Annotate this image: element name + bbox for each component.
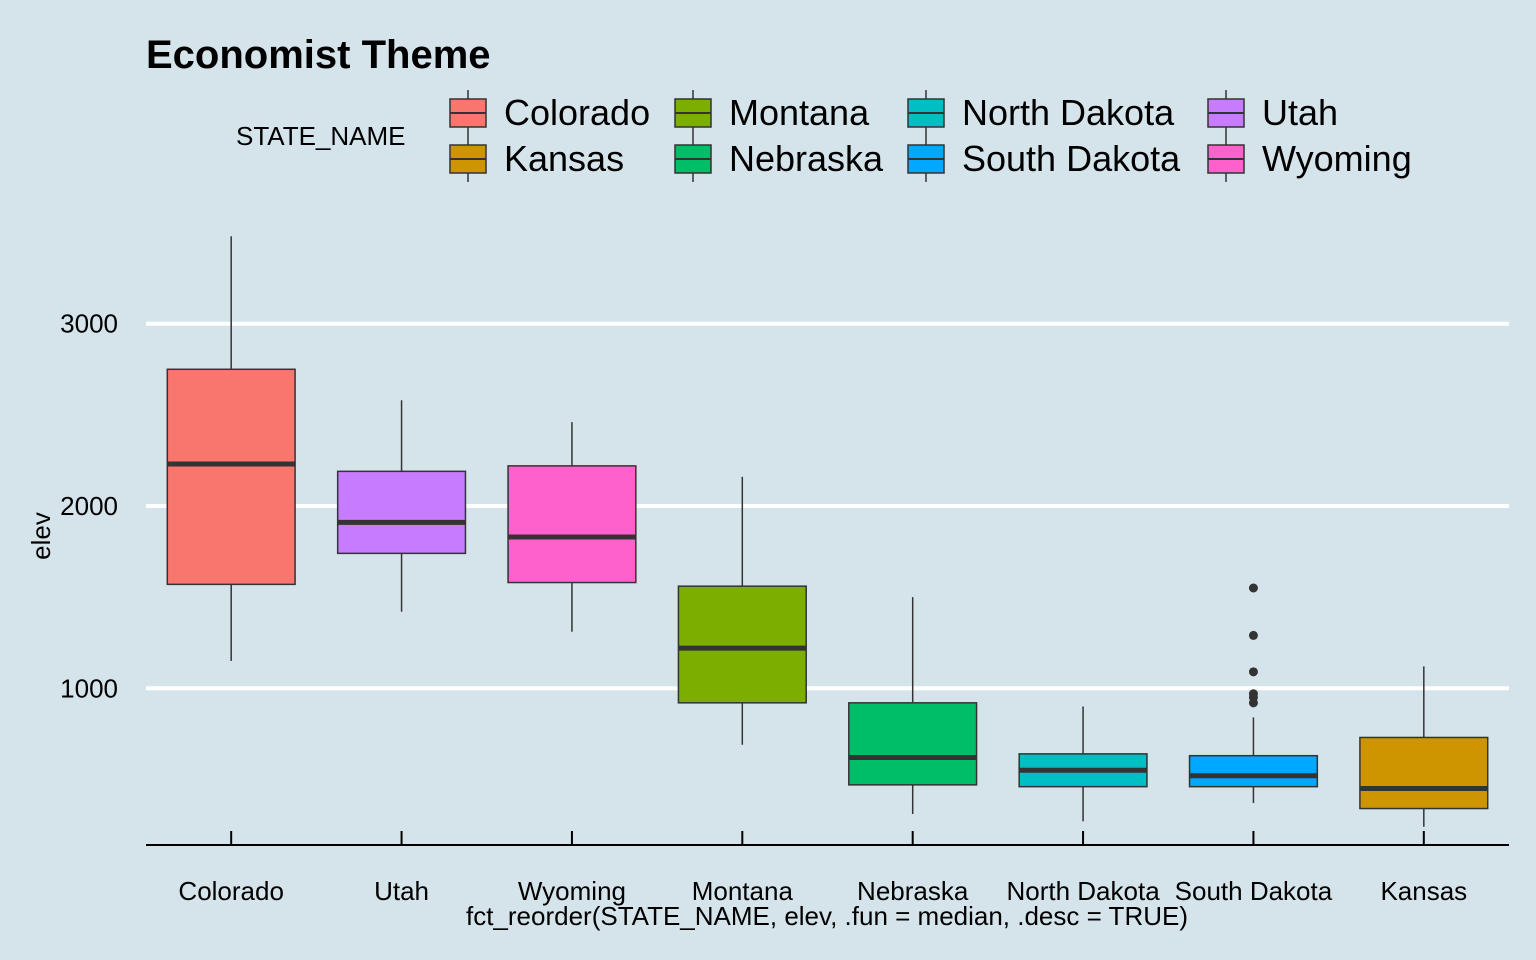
legend-label-nebraska: Nebraska (729, 138, 884, 179)
y-tick-label-1000: 1000 (60, 673, 118, 703)
grid: 1000 2000 3000 (60, 309, 1509, 703)
legend-title: STATE_NAME (236, 121, 406, 151)
chart-title: Economist Theme (146, 33, 491, 77)
outlier-south-dakota-3 (1248, 667, 1258, 677)
y-tick-label-3000: 3000 (60, 309, 118, 339)
legend-key-colorado (449, 90, 487, 136)
x-tick-label-colorado: Colorado (178, 876, 284, 906)
legend-key-kansas (449, 136, 487, 182)
box-body-wyoming (507, 465, 637, 584)
legend-key-north-dakota (907, 90, 945, 136)
box-utah (336, 400, 467, 612)
legend-label-colorado: Colorado (504, 92, 650, 133)
legend-label-north-dakota: North Dakota (962, 92, 1175, 133)
box-body-utah (336, 470, 467, 555)
legend-key-wyoming (1207, 136, 1245, 182)
x-tick-label-nebraska: Nebraska (857, 876, 969, 906)
box-south-dakota (1188, 583, 1319, 804)
box-body-south-dakota (1188, 754, 1319, 788)
outlier-south-dakota-5 (1248, 583, 1258, 593)
box-body-montana (677, 585, 807, 704)
x-tick-label-wyoming: Wyoming (518, 876, 626, 906)
outlier-south-dakota-4 (1248, 630, 1258, 640)
axes: Colorado Utah Wyoming Montana Nebraska North … (146, 831, 1509, 906)
legend-label-montana: Montana (729, 92, 870, 133)
legend-label-wyoming: Wyoming (1262, 138, 1412, 179)
box-body-kansas (1359, 736, 1489, 810)
x-tick-label-south-dakota: South Dakota (1175, 876, 1333, 906)
x-tick-label-kansas: Kansas (1380, 876, 1467, 906)
x-tick-label-montana: Montana (692, 876, 794, 906)
legend-label-kansas: Kansas (504, 138, 624, 179)
legend-key-montana (674, 90, 712, 136)
legend-key-utah (1207, 90, 1245, 136)
box-north-dakota (1018, 706, 1148, 822)
outlier-south-dakota-2 (1248, 689, 1258, 699)
legend-label-utah: Utah (1262, 92, 1338, 133)
box-body-nebraska (848, 702, 978, 786)
legend: STATE_NAME Colorado Kansas Montana Nebraska… (236, 90, 1412, 182)
x-axis-title: fct_reorder(STATE_NAME, elev, .fun = med… (466, 901, 1188, 931)
legend-key-south-dakota (907, 136, 945, 182)
legend-label-south-dakota: South Dakota (962, 138, 1181, 179)
y-tick-label-2000: 2000 (60, 491, 118, 521)
y-axis-title: elev (26, 512, 56, 560)
x-tick-label-utah: Utah (374, 876, 429, 906)
box-body-colorado (166, 368, 296, 586)
box-kansas (1359, 666, 1489, 827)
boxes (166, 236, 1489, 827)
x-tick-label-north-dakota: North Dakota (1006, 876, 1160, 906)
box-nebraska (848, 597, 978, 815)
box-montana (677, 476, 807, 745)
box-wyoming (507, 422, 637, 632)
legend-key-nebraska (674, 136, 712, 182)
box-colorado (166, 236, 296, 661)
